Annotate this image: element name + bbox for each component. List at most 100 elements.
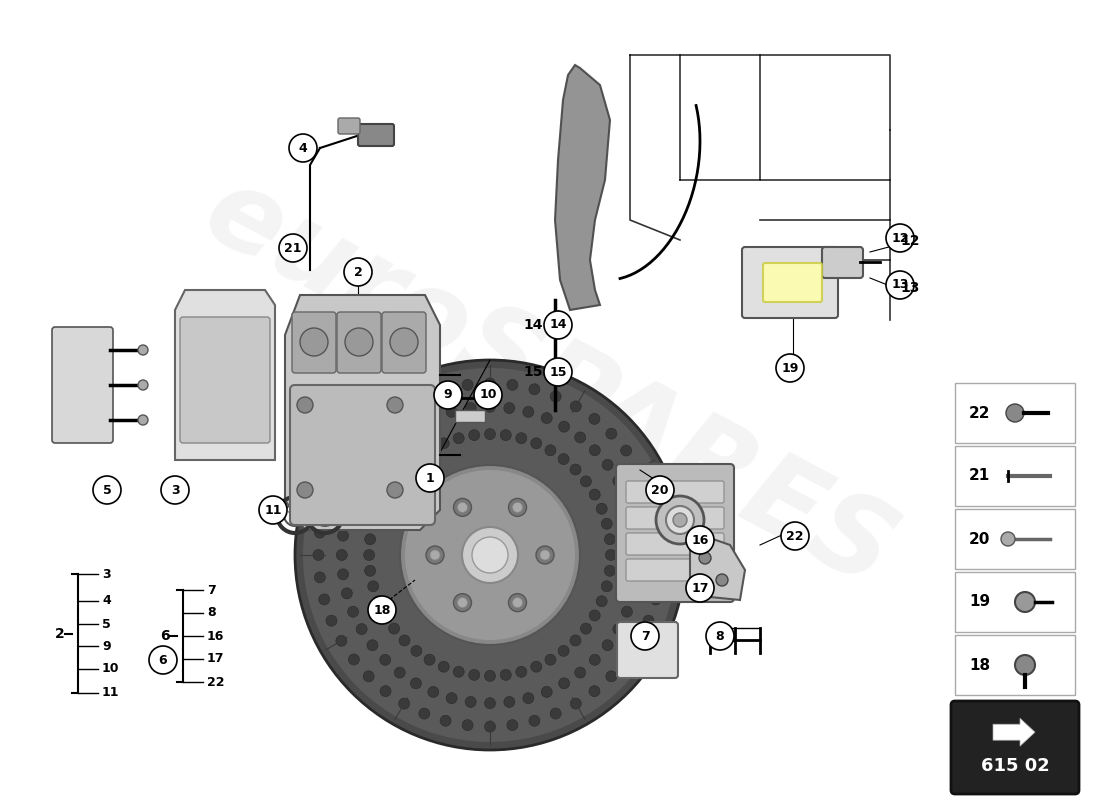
- Circle shape: [94, 476, 121, 504]
- Circle shape: [531, 661, 542, 672]
- Circle shape: [387, 397, 403, 413]
- Circle shape: [886, 271, 914, 299]
- Circle shape: [529, 715, 540, 726]
- Circle shape: [289, 134, 317, 162]
- Circle shape: [326, 615, 337, 626]
- Circle shape: [581, 476, 592, 487]
- Circle shape: [656, 550, 667, 561]
- Circle shape: [513, 502, 522, 512]
- Circle shape: [345, 328, 373, 356]
- Circle shape: [453, 594, 472, 612]
- Circle shape: [507, 720, 518, 730]
- Circle shape: [558, 646, 569, 657]
- Circle shape: [344, 258, 372, 286]
- Circle shape: [644, 484, 654, 495]
- Circle shape: [368, 596, 396, 624]
- Circle shape: [425, 654, 436, 666]
- Circle shape: [161, 476, 189, 504]
- Circle shape: [315, 527, 326, 538]
- Circle shape: [620, 445, 631, 456]
- Circle shape: [559, 678, 570, 689]
- Circle shape: [507, 379, 518, 390]
- Circle shape: [656, 496, 704, 544]
- Circle shape: [590, 445, 601, 456]
- Circle shape: [646, 476, 674, 504]
- FancyBboxPatch shape: [955, 509, 1075, 569]
- Circle shape: [588, 686, 600, 697]
- Circle shape: [620, 654, 631, 665]
- Circle shape: [1001, 532, 1015, 546]
- Circle shape: [570, 401, 581, 412]
- Text: 12: 12: [900, 234, 920, 248]
- Text: 5: 5: [102, 618, 111, 630]
- Circle shape: [388, 623, 399, 634]
- FancyBboxPatch shape: [290, 385, 434, 525]
- Circle shape: [364, 566, 375, 576]
- Circle shape: [1015, 655, 1035, 675]
- Text: 15: 15: [549, 366, 566, 378]
- Circle shape: [634, 635, 645, 646]
- Circle shape: [297, 482, 313, 498]
- Text: 12: 12: [891, 231, 909, 245]
- Circle shape: [544, 654, 556, 666]
- Circle shape: [550, 708, 561, 719]
- Circle shape: [394, 667, 405, 678]
- Text: 22: 22: [207, 675, 224, 689]
- FancyBboxPatch shape: [955, 446, 1075, 506]
- Circle shape: [544, 311, 572, 339]
- Circle shape: [631, 569, 642, 580]
- Circle shape: [341, 588, 352, 599]
- Circle shape: [419, 708, 430, 719]
- Circle shape: [338, 569, 349, 580]
- Polygon shape: [993, 718, 1035, 746]
- FancyBboxPatch shape: [292, 312, 336, 373]
- Circle shape: [434, 381, 462, 409]
- Circle shape: [602, 518, 613, 530]
- Polygon shape: [285, 295, 440, 530]
- Circle shape: [394, 432, 405, 443]
- Circle shape: [522, 693, 534, 704]
- Polygon shape: [690, 538, 745, 600]
- Text: 16: 16: [691, 534, 708, 546]
- Text: 21: 21: [284, 242, 301, 254]
- Circle shape: [363, 428, 374, 439]
- Circle shape: [550, 391, 561, 402]
- Circle shape: [349, 654, 360, 665]
- Circle shape: [531, 438, 542, 449]
- Circle shape: [500, 670, 512, 680]
- Circle shape: [574, 432, 585, 443]
- FancyBboxPatch shape: [337, 312, 381, 373]
- Circle shape: [462, 720, 473, 730]
- Circle shape: [428, 686, 439, 698]
- Circle shape: [631, 530, 642, 541]
- Text: 7: 7: [207, 583, 216, 597]
- Text: 22: 22: [969, 406, 990, 421]
- Circle shape: [613, 624, 624, 634]
- FancyBboxPatch shape: [338, 118, 360, 134]
- Circle shape: [570, 464, 581, 475]
- Circle shape: [500, 430, 512, 441]
- Circle shape: [367, 581, 378, 592]
- Circle shape: [508, 498, 527, 516]
- Circle shape: [522, 406, 534, 418]
- Circle shape: [628, 511, 639, 522]
- Circle shape: [400, 465, 580, 645]
- Circle shape: [606, 671, 617, 682]
- Circle shape: [686, 574, 714, 602]
- Circle shape: [516, 433, 527, 444]
- Circle shape: [604, 566, 615, 576]
- Text: 2: 2: [55, 626, 65, 641]
- Text: 9: 9: [443, 389, 452, 402]
- Circle shape: [484, 721, 495, 732]
- Text: 7: 7: [640, 630, 649, 642]
- Circle shape: [367, 459, 378, 470]
- Text: 615 02: 615 02: [980, 757, 1049, 775]
- Circle shape: [356, 475, 367, 486]
- Circle shape: [541, 413, 552, 423]
- Circle shape: [558, 454, 569, 465]
- Circle shape: [379, 414, 390, 424]
- Circle shape: [570, 635, 581, 646]
- Circle shape: [1015, 592, 1035, 612]
- Circle shape: [605, 550, 616, 561]
- Circle shape: [428, 413, 439, 423]
